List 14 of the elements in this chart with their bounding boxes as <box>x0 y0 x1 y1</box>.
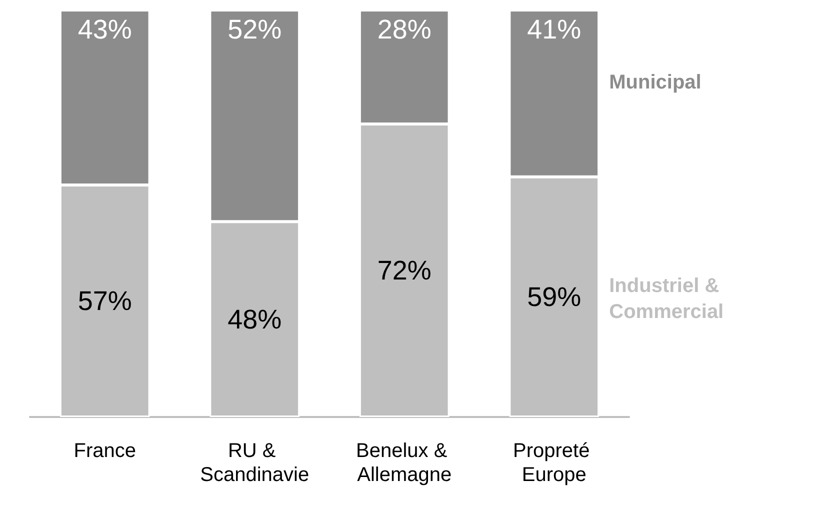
data-label: 52% <box>228 14 282 44</box>
x-tick-label: RU & Scandinavie <box>200 440 310 486</box>
data-label: 72% <box>377 255 432 286</box>
data-label: 41% <box>527 14 582 44</box>
series-label: Municipal <box>609 71 702 94</box>
series-label: Industriel & Commercial <box>609 274 725 323</box>
x-tick-label: Propreté Europe <box>512 440 596 486</box>
data-label: 43% <box>78 14 132 44</box>
x-tick-label: France <box>74 440 136 462</box>
data-label: 48% <box>228 304 282 334</box>
data-label: 57% <box>78 286 132 316</box>
data-label: 59% <box>527 282 582 312</box>
x-tick-label: Benelux & Allemagne <box>356 440 453 486</box>
data-label: 28% <box>377 14 432 44</box>
